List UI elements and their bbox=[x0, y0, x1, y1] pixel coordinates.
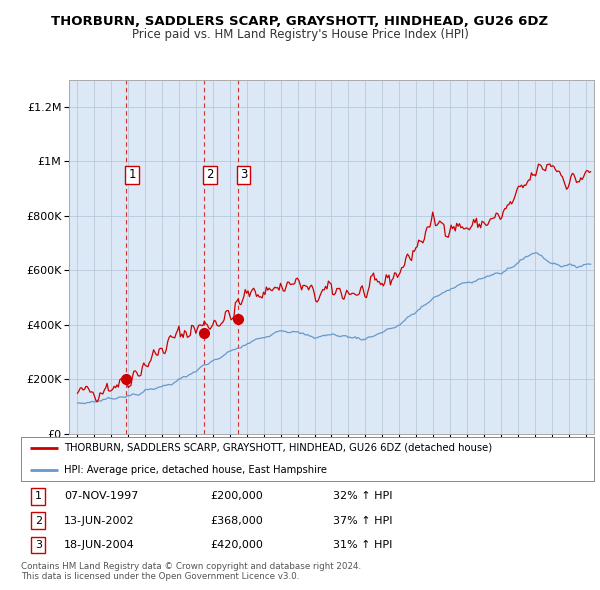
Text: 3: 3 bbox=[35, 540, 41, 550]
Text: THORBURN, SADDLERS SCARP, GRAYSHOTT, HINDHEAD, GU26 6DZ: THORBURN, SADDLERS SCARP, GRAYSHOTT, HIN… bbox=[52, 15, 548, 28]
Text: Price paid vs. HM Land Registry's House Price Index (HPI): Price paid vs. HM Land Registry's House … bbox=[131, 28, 469, 41]
Text: 18-JUN-2004: 18-JUN-2004 bbox=[64, 540, 135, 550]
Text: £200,000: £200,000 bbox=[210, 491, 263, 502]
Text: Contains HM Land Registry data © Crown copyright and database right 2024.
This d: Contains HM Land Registry data © Crown c… bbox=[21, 562, 361, 581]
Text: 1: 1 bbox=[35, 491, 41, 502]
Text: 07-NOV-1997: 07-NOV-1997 bbox=[64, 491, 139, 502]
Text: THORBURN, SADDLERS SCARP, GRAYSHOTT, HINDHEAD, GU26 6DZ (detached house): THORBURN, SADDLERS SCARP, GRAYSHOTT, HIN… bbox=[64, 442, 492, 453]
Text: 13-JUN-2002: 13-JUN-2002 bbox=[64, 516, 134, 526]
Text: 31% ↑ HPI: 31% ↑ HPI bbox=[333, 540, 392, 550]
Text: 1: 1 bbox=[128, 169, 136, 182]
Text: 2: 2 bbox=[206, 169, 214, 182]
Text: £368,000: £368,000 bbox=[210, 516, 263, 526]
Text: 37% ↑ HPI: 37% ↑ HPI bbox=[333, 516, 393, 526]
Text: 32% ↑ HPI: 32% ↑ HPI bbox=[333, 491, 393, 502]
Text: £420,000: £420,000 bbox=[210, 540, 263, 550]
Text: 2: 2 bbox=[35, 516, 42, 526]
Text: HPI: Average price, detached house, East Hampshire: HPI: Average price, detached house, East… bbox=[64, 465, 327, 475]
Text: 3: 3 bbox=[240, 169, 247, 182]
